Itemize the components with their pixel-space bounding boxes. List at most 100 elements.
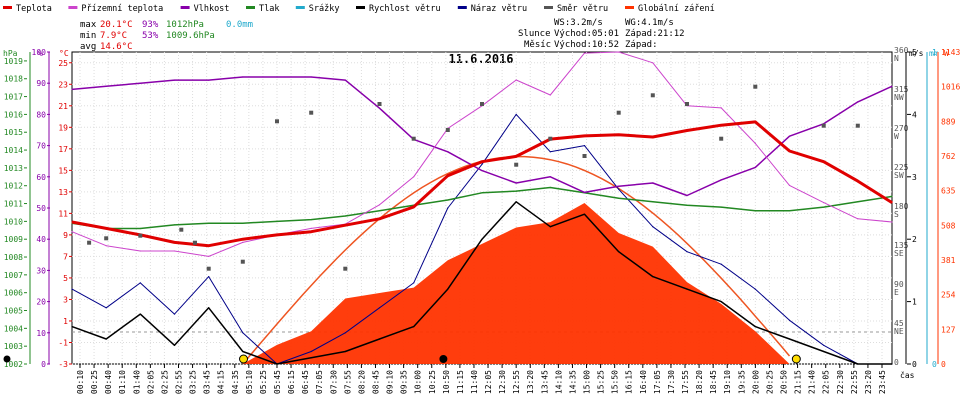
axis-hpa-tick: 1016 [4, 110, 23, 119]
axis-hpa-tick: 1017 [4, 93, 23, 102]
series-wind-speed-point [173, 344, 176, 346]
wind-direction-mark [480, 102, 484, 106]
series-wind-speed-point [549, 226, 551, 228]
axis-time-tick: 07:55 [343, 370, 352, 394]
axis-time-tick: 00:40 [104, 370, 113, 394]
axis-time-tick: 06:15 [287, 370, 296, 394]
axis-time-tick: 21:15 [794, 370, 803, 394]
series-humidity-point [515, 182, 517, 184]
series-temperature-point [378, 218, 381, 220]
axis-time-tick: 05:10 [245, 370, 254, 394]
series-temperature-point [173, 241, 176, 243]
plot-area [71, 51, 893, 365]
series-humidity-point [105, 85, 107, 87]
legend-label-7: Směr větru [557, 4, 608, 14]
axis-unit-percent: % [38, 49, 43, 58]
series-wind-speed-point [652, 276, 654, 278]
axis-unit-speed: m/s [909, 49, 924, 58]
axis-unit-radiation: W [944, 49, 949, 58]
series-ground-temp-point [173, 250, 176, 252]
axis-time-tick: 10:25 [428, 370, 437, 394]
series-ground-temp-point [857, 218, 859, 220]
axis-time-tick: 16:40 [639, 370, 648, 394]
series-wind-speed-point [139, 313, 141, 315]
axis-celsius-tick: 23 [58, 80, 68, 89]
series-humidity-point [242, 76, 244, 78]
wg-value: WG:4.1m/s [625, 18, 674, 28]
series-temperature-point [242, 238, 244, 240]
axis-time-tick: 08:20 [357, 370, 366, 394]
stat-min-label: min [80, 31, 96, 41]
series-gust-point [71, 288, 73, 290]
series-ground-temp-point [378, 204, 381, 206]
axis-time-tick: 11:15 [456, 370, 465, 394]
axis-celsius-tick: 19 [58, 123, 68, 132]
wind-direction-mark [104, 236, 109, 241]
axis-time-tick: 21:40 [808, 370, 817, 394]
wind-direction-mark [650, 93, 655, 98]
axis-time-tick: 02:25 [160, 370, 169, 394]
axis-radiation-tick: 254 [941, 291, 956, 300]
axis-percent-tick: 90 [36, 79, 46, 88]
legend-swatch-2 [180, 6, 190, 9]
series-humidity-point [891, 85, 893, 87]
stat-min-temp: 7.9°C [100, 31, 127, 41]
series-wind-speed-point [583, 213, 586, 215]
wind-direction-mark [377, 102, 382, 106]
axis-hpa-tick: 1007 [4, 271, 23, 280]
legend-swatch-6 [457, 6, 467, 9]
axis-celsius-tick: 13 [58, 188, 68, 197]
sunset-marker [791, 354, 801, 364]
series-pressure-point [720, 206, 722, 208]
series-gust-point [310, 350, 312, 353]
axis-time-tick: 23:20 [864, 370, 873, 394]
series-temperature-point [208, 245, 210, 247]
axis-time-tick: 12:05 [484, 370, 493, 394]
series-pressure-point [208, 222, 210, 224]
axis-celsius-tick: 21 [58, 102, 68, 111]
axis-time-tick: 22:55 [850, 370, 859, 394]
series-gust-point [105, 307, 107, 309]
series-ground-temp-point [891, 221, 893, 223]
series-temperature-point [447, 175, 449, 177]
wind-direction-mark [445, 128, 450, 132]
series-humidity-point [344, 79, 346, 81]
axis-hpa-tick: 1009 [4, 235, 23, 244]
axis-radiation-tick: 508 [941, 221, 956, 230]
series-gust-point [618, 188, 620, 190]
wind-direction-mark [582, 154, 587, 158]
axis-direction-compass: NE [894, 327, 904, 336]
series-temperature-point [583, 135, 586, 137]
series-gust-point [686, 251, 688, 253]
series-pressure-point [549, 186, 551, 189]
series-humidity-point [652, 182, 654, 184]
axis-direction-tick: 360 [894, 46, 909, 55]
axis-percent-tick: 80 [36, 110, 46, 119]
series-ground-temp-point [583, 52, 586, 54]
axis-speed-tick: 0 [912, 360, 917, 369]
axis-celsius-tick: -3 [58, 360, 68, 369]
series-humidity-point [720, 179, 722, 181]
axis-time-tick: 06:45 [301, 370, 310, 394]
wind-direction-mark [193, 240, 197, 245]
axis-time-tick: 19:35 [737, 370, 746, 394]
stat-avg-label: avg [80, 42, 96, 52]
axis-hpa-tick: 1011 [4, 200, 23, 209]
series-gust-point [481, 163, 483, 165]
axis-percent-tick: 70 [36, 142, 46, 151]
stat-max-label: max [80, 20, 97, 30]
legend-swatch-0 [3, 6, 12, 9]
series-ground-temp-point [310, 227, 312, 229]
series-pressure-point [652, 201, 654, 203]
series-wind-speed-point [481, 238, 483, 240]
series-pressure-point [618, 197, 620, 199]
axis-time-tick: 09:10 [386, 370, 395, 394]
axis-time-tick: 03:25 [189, 370, 198, 394]
axis-time-tick: 11:40 [470, 370, 479, 394]
axis-radiation-tick: 762 [941, 152, 956, 161]
axis-time-tick: 15:25 [597, 370, 606, 394]
series-ground-temp-point [618, 51, 620, 53]
axis-time-tick: 04:35 [231, 370, 240, 394]
axis-celsius-tick: 11 [58, 209, 68, 218]
